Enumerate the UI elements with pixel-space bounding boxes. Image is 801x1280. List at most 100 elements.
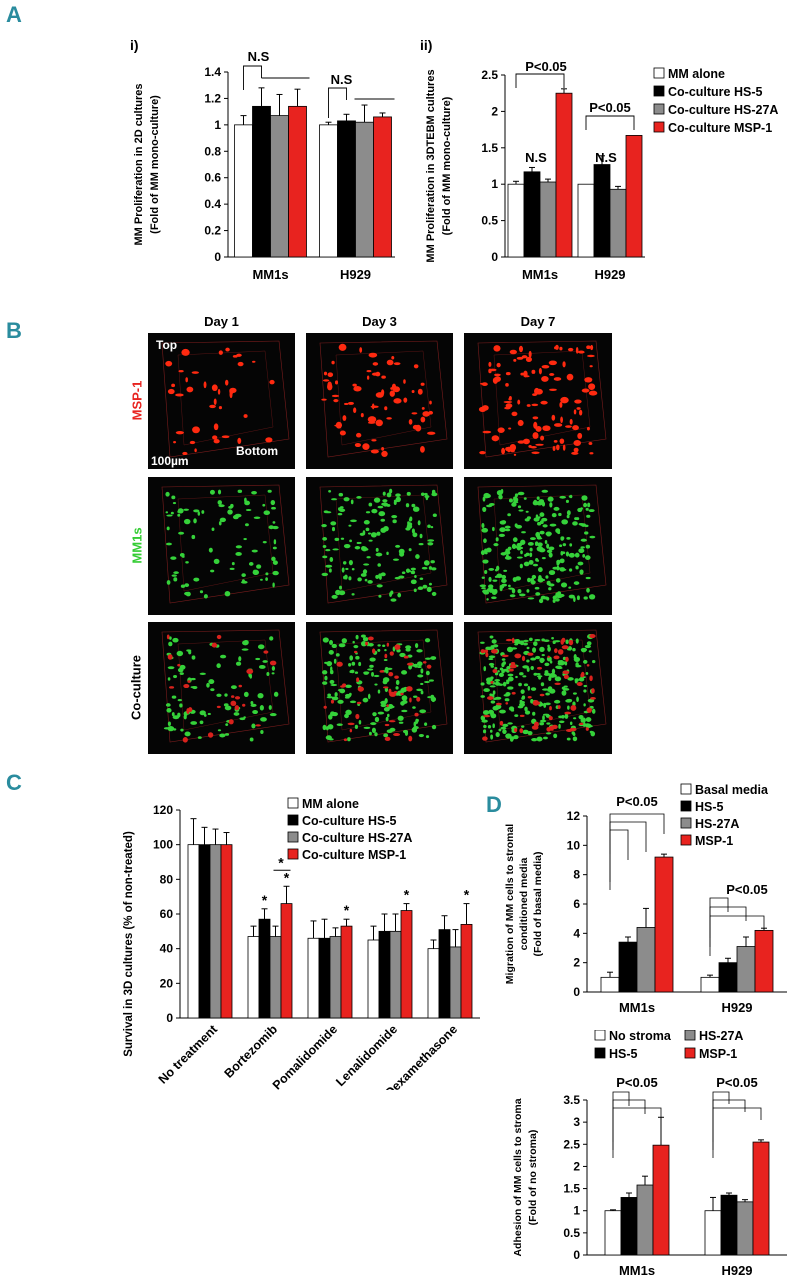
cell-blob xyxy=(179,672,184,675)
cell-blob xyxy=(544,702,551,706)
cell-blob xyxy=(262,503,266,507)
y-tick-label: 1 xyxy=(214,118,221,132)
cell-blob xyxy=(418,542,424,546)
cell-blob xyxy=(323,371,328,376)
cell-blob xyxy=(392,519,397,524)
y-tick-label: 2 xyxy=(573,1159,580,1173)
cell-blob xyxy=(588,390,598,396)
cell-blob xyxy=(501,578,507,584)
cell-blob xyxy=(266,671,270,676)
cell-blob xyxy=(406,662,414,666)
cell-blob xyxy=(566,373,574,381)
cell-blob xyxy=(505,447,510,452)
cell-blob xyxy=(479,382,487,385)
cell-blob xyxy=(375,419,383,427)
cell-blob xyxy=(415,554,420,559)
cell-blob xyxy=(391,383,397,391)
cell-blob xyxy=(341,567,345,573)
cell-blob xyxy=(573,447,579,453)
cell-blob xyxy=(586,664,590,667)
cell-blob xyxy=(502,729,507,734)
cell-blob xyxy=(321,670,328,675)
cell-blob xyxy=(327,381,332,389)
cell-blob xyxy=(483,538,487,543)
bar xyxy=(654,856,674,993)
bar xyxy=(329,936,342,1019)
cell-blob xyxy=(395,679,400,686)
cell-blob xyxy=(535,592,541,596)
cell-blob xyxy=(497,490,504,495)
cell-blob xyxy=(511,411,518,417)
cell-blob xyxy=(337,699,344,704)
cell-blob xyxy=(244,497,247,503)
annotation-star: * xyxy=(284,869,290,885)
cell-blob xyxy=(377,711,385,715)
legend-swatch xyxy=(287,797,299,809)
cell-blob xyxy=(422,411,430,417)
cell-blob xyxy=(333,658,337,664)
bar xyxy=(247,936,260,1019)
cell-blob xyxy=(243,716,246,719)
cell-blob xyxy=(227,509,233,515)
cell-blob xyxy=(538,547,546,553)
cell-blob xyxy=(180,584,186,588)
cell-blob xyxy=(230,685,237,690)
cell-blob xyxy=(574,552,580,558)
cell-blob xyxy=(558,723,561,729)
cell-blob xyxy=(482,559,489,564)
cell-blob xyxy=(386,492,392,498)
cell-blob xyxy=(533,672,538,676)
cell-blob xyxy=(347,401,354,405)
legend-label: MM alone xyxy=(668,67,725,81)
annotation-star: * xyxy=(262,892,268,908)
cell-blob xyxy=(330,711,335,717)
legend-label: HS-5 xyxy=(609,1047,638,1061)
cell-blob xyxy=(340,685,346,688)
cell-blob xyxy=(362,530,366,536)
cell-blob xyxy=(213,439,220,444)
cell-blob xyxy=(560,536,564,541)
cell-blob xyxy=(410,579,417,585)
cell-blob xyxy=(377,648,381,652)
cell-blob xyxy=(540,400,548,405)
x-category-label: MM1s xyxy=(252,267,288,282)
bar xyxy=(507,183,525,258)
cell-blob xyxy=(177,667,184,673)
cell-blob xyxy=(255,724,261,727)
cell-blob xyxy=(540,682,545,687)
sub-panel-label: i) xyxy=(130,37,139,53)
cell-blob xyxy=(393,733,401,737)
cell-blob xyxy=(397,715,404,721)
bar xyxy=(252,105,271,258)
cell-blob xyxy=(386,359,394,366)
cell-blob xyxy=(573,654,577,660)
cell-blob xyxy=(351,593,355,596)
cell-blob xyxy=(218,405,223,410)
cell-blob xyxy=(588,509,595,513)
cell-blob xyxy=(530,537,536,541)
cell-blob xyxy=(496,362,501,368)
cell-blob xyxy=(565,425,572,428)
cell-blob xyxy=(553,377,562,381)
cell-blob xyxy=(270,499,276,506)
cell-blob xyxy=(190,721,198,725)
cell-blob xyxy=(527,577,531,583)
cell-blob xyxy=(497,670,500,673)
cell-blob xyxy=(363,563,370,566)
cell-blob xyxy=(508,498,513,503)
cell-blob xyxy=(501,658,506,661)
cell-blob xyxy=(480,550,485,556)
cell-blob xyxy=(331,643,337,649)
cell-blob xyxy=(579,523,585,526)
cell-blob xyxy=(585,576,591,580)
cell-blob xyxy=(583,659,588,664)
column-header: Day 3 xyxy=(362,314,397,329)
cell-blob xyxy=(576,595,580,601)
cell-blob xyxy=(417,520,421,526)
cell-blob xyxy=(216,693,222,697)
cell-blob xyxy=(375,552,383,557)
cell-blob xyxy=(371,727,376,734)
cell-blob xyxy=(582,553,586,558)
cell-blob xyxy=(522,438,530,445)
cell-blob xyxy=(241,648,249,651)
